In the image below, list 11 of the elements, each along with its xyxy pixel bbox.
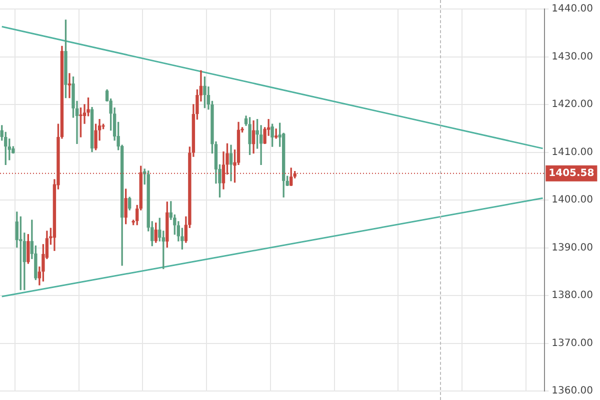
ref-line-label: 1405.58 bbox=[548, 168, 594, 179]
y-tick-label: 1390.00 bbox=[552, 242, 594, 254]
y-tick-label: 1360.00 bbox=[552, 386, 594, 397]
candlestick bbox=[68, 73, 72, 98]
y-tick-label: 1410.00 bbox=[552, 146, 594, 158]
y-tick-label: 1370.00 bbox=[552, 338, 594, 349]
y-tick-label: 1440.00 bbox=[552, 4, 594, 15]
y-tick-label: 1420.00 bbox=[552, 99, 594, 110]
y-tick-label: 1380.00 bbox=[552, 290, 594, 302]
y-tick-label: 1400.00 bbox=[552, 194, 594, 206]
y-tick-label: 1430.00 bbox=[552, 51, 594, 62]
